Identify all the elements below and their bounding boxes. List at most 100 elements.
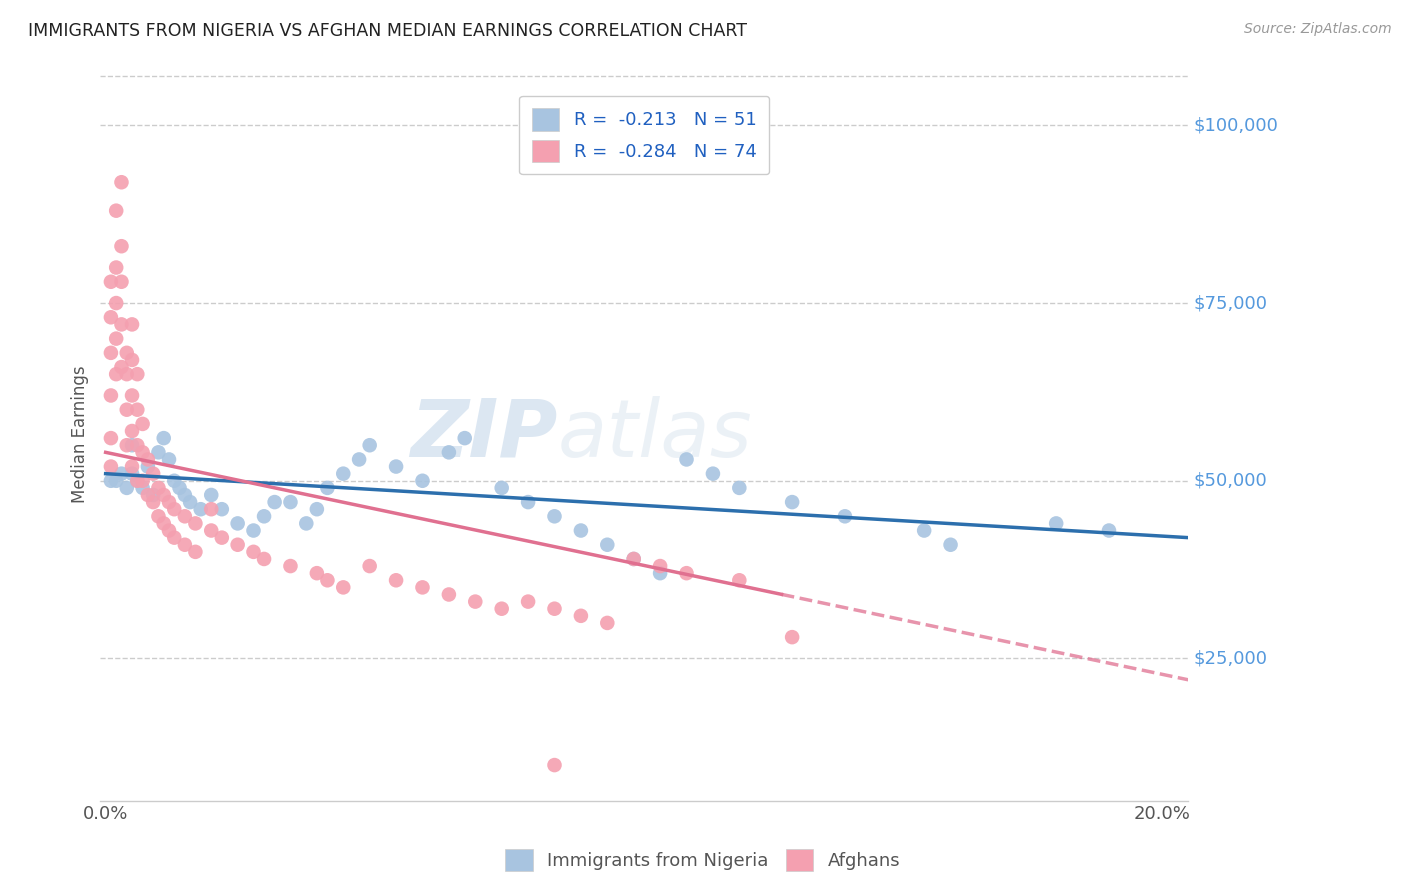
Point — [1045, 516, 1067, 531]
Point — [121, 388, 143, 402]
Point — [385, 459, 408, 474]
Point — [121, 424, 143, 438]
Point — [780, 495, 803, 509]
Point — [136, 488, 159, 502]
Point — [316, 481, 339, 495]
Point — [648, 566, 671, 581]
Point — [100, 346, 122, 360]
Point — [242, 524, 264, 538]
Point — [131, 481, 153, 495]
Point — [437, 445, 460, 459]
Point — [411, 581, 433, 595]
Point — [152, 516, 174, 531]
Text: Source: ZipAtlas.com: Source: ZipAtlas.com — [1244, 22, 1392, 37]
Point — [100, 310, 122, 325]
Point — [110, 359, 132, 374]
Point — [623, 552, 645, 566]
Point — [121, 318, 143, 332]
Point — [105, 260, 128, 275]
Point — [148, 509, 170, 524]
Point — [491, 601, 513, 615]
Point — [437, 587, 460, 601]
Point — [115, 481, 138, 495]
Text: IMMIGRANTS FROM NIGERIA VS AFGHAN MEDIAN EARNINGS CORRELATION CHART: IMMIGRANTS FROM NIGERIA VS AFGHAN MEDIAN… — [28, 22, 747, 40]
Point — [316, 574, 339, 588]
Point — [454, 431, 477, 445]
Point — [623, 552, 645, 566]
Point — [702, 467, 724, 481]
Point — [152, 431, 174, 445]
Point — [305, 566, 328, 581]
Point — [110, 175, 132, 189]
Point — [136, 459, 159, 474]
Point — [110, 467, 132, 481]
Legend: R =  -0.213   N = 51, R =  -0.284   N = 74: R = -0.213 N = 51, R = -0.284 N = 74 — [519, 95, 769, 174]
Point — [543, 601, 565, 615]
Point — [347, 452, 370, 467]
Point — [115, 438, 138, 452]
Point — [173, 488, 195, 502]
Point — [226, 538, 249, 552]
Point — [675, 566, 697, 581]
Point — [115, 346, 138, 360]
Point — [121, 438, 143, 452]
Point — [596, 615, 619, 630]
Point — [152, 488, 174, 502]
Point — [173, 538, 195, 552]
Point — [190, 502, 212, 516]
Point — [100, 275, 122, 289]
Point — [939, 538, 962, 552]
Point — [100, 388, 122, 402]
Point — [211, 502, 233, 516]
Point — [517, 594, 540, 608]
Point — [517, 495, 540, 509]
Point — [184, 516, 207, 531]
Point — [127, 438, 149, 452]
Point — [127, 474, 149, 488]
Point — [157, 495, 180, 509]
Point — [127, 474, 149, 488]
Point — [131, 474, 153, 488]
Point — [131, 417, 153, 431]
Point — [121, 459, 143, 474]
Point — [543, 758, 565, 772]
Point — [834, 509, 856, 524]
Y-axis label: Median Earnings: Median Earnings — [72, 366, 89, 503]
Point — [464, 594, 486, 608]
Point — [242, 545, 264, 559]
Point — [280, 495, 302, 509]
Text: $100,000: $100,000 — [1194, 116, 1278, 135]
Point — [569, 524, 592, 538]
Point — [142, 495, 165, 509]
Point — [110, 275, 132, 289]
Point — [569, 608, 592, 623]
Point — [359, 438, 381, 452]
Point — [675, 452, 697, 467]
Point — [142, 467, 165, 481]
Point — [100, 431, 122, 445]
Point — [728, 574, 751, 588]
Point — [295, 516, 318, 531]
Point — [157, 452, 180, 467]
Point — [411, 474, 433, 488]
Point — [780, 630, 803, 644]
Point — [173, 509, 195, 524]
Text: $25,000: $25,000 — [1194, 649, 1268, 667]
Text: atlas: atlas — [557, 395, 752, 474]
Point — [912, 524, 935, 538]
Point — [121, 467, 143, 481]
Point — [157, 524, 180, 538]
Point — [142, 488, 165, 502]
Point — [110, 318, 132, 332]
Point — [253, 552, 276, 566]
Point — [184, 545, 207, 559]
Text: ZIP: ZIP — [411, 395, 557, 474]
Point — [200, 524, 222, 538]
Point — [110, 239, 132, 253]
Point — [105, 296, 128, 310]
Point — [385, 574, 408, 588]
Point — [211, 531, 233, 545]
Point — [200, 502, 222, 516]
Point — [148, 481, 170, 495]
Point — [105, 474, 128, 488]
